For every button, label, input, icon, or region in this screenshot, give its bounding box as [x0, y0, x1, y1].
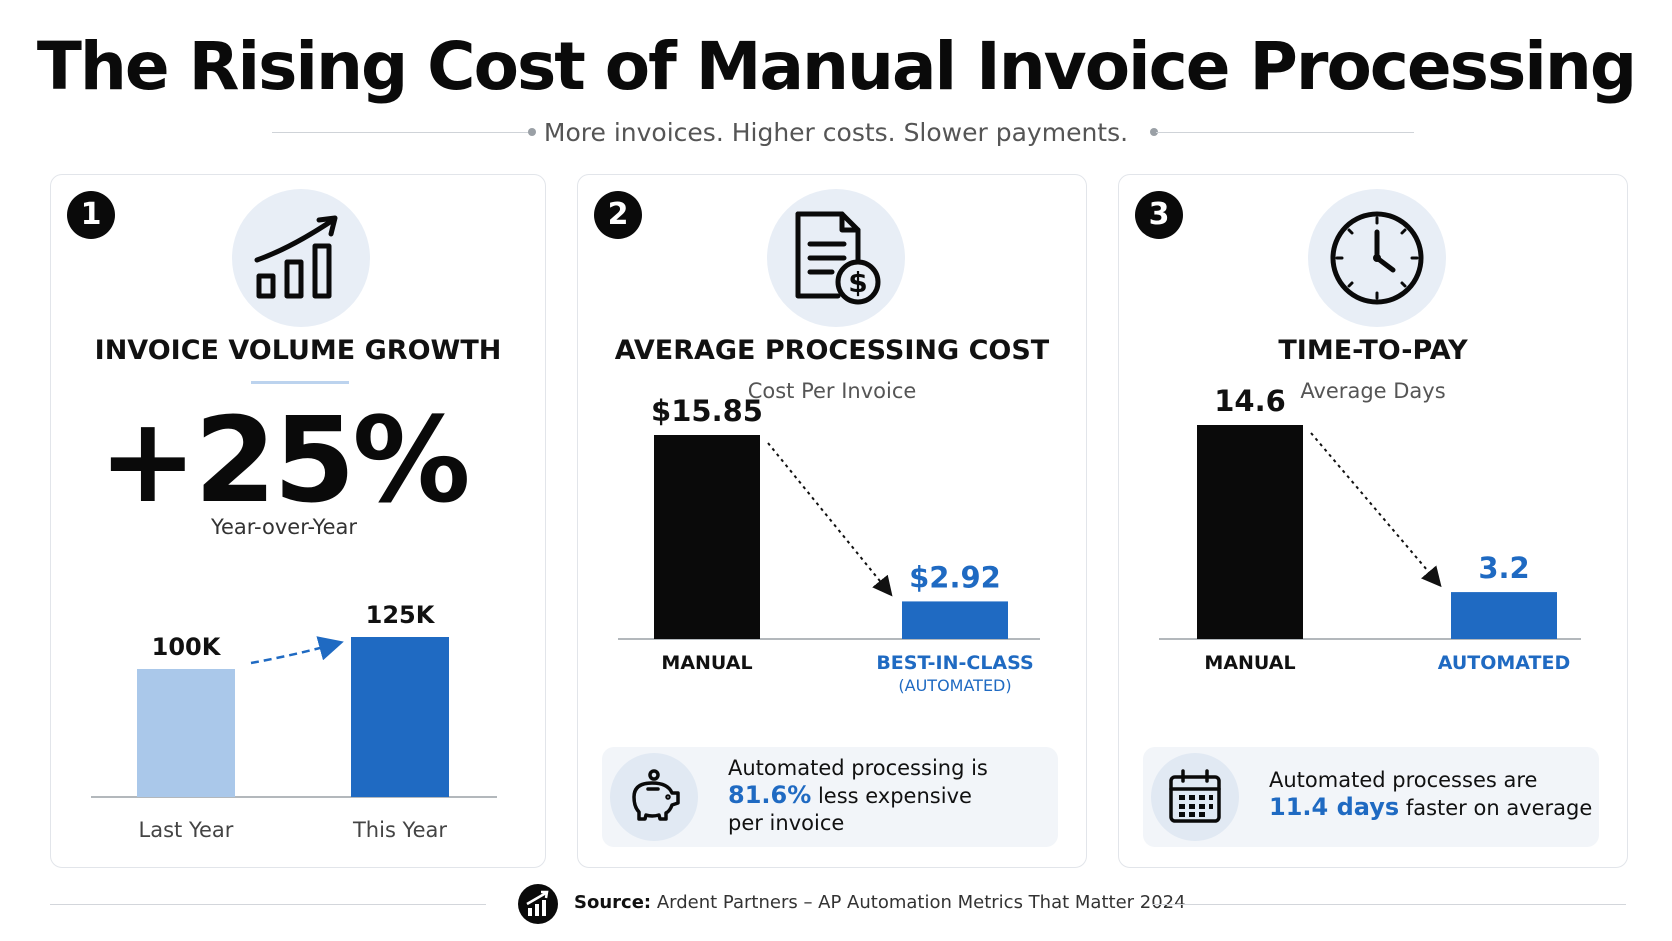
bar-this-year	[351, 637, 449, 797]
card-title: AVERAGE PROCESSING COST	[614, 335, 1050, 366]
card-title: INVOICE VOLUME GROWTH	[94, 335, 502, 366]
value-label: 3.2	[1478, 551, 1529, 585]
clock-icon	[1330, 211, 1424, 305]
bar-automated	[1451, 592, 1557, 639]
icon-circle	[1308, 189, 1446, 327]
cost-bar-chart: $15.85 MANUAL $2.92 BEST-IN-CLASS (AUTOMATED…	[618, 394, 1040, 695]
category-label: MANUAL	[1204, 652, 1295, 674]
bar-best-in-class	[902, 601, 1008, 639]
volume-bar-chart: 100K Last Year 125K This Year	[91, 601, 497, 842]
divider-dot	[1150, 128, 1158, 136]
category-label: This Year	[352, 818, 447, 842]
card-time-to-pay: 3 TIME-TO-PAY Average Days 14.6 MANUAL 3.2…	[1118, 174, 1628, 868]
value-label: 14.6	[1214, 384, 1286, 418]
callout-line2: less expensive	[811, 784, 972, 808]
callout-line3: per invoice	[728, 811, 845, 835]
source-label: Source:	[574, 892, 652, 913]
growth-percent: +25%	[98, 391, 470, 529]
card-subtitle: Cost Per Invoice	[747, 379, 917, 403]
bar-last-year	[137, 669, 235, 797]
step-number-badge: 1	[67, 191, 115, 239]
value-label: $2.92	[909, 560, 1001, 594]
calendar-icon	[1169, 769, 1221, 823]
icon-circle: $	[767, 189, 905, 327]
invoice-dollar-icon: $	[795, 211, 881, 305]
speed-highlight: 11.4 days	[1269, 793, 1400, 821]
category-label: AUTOMATED	[1438, 652, 1571, 674]
speed-callout: Automated processes are 11.4 days faster…	[1143, 747, 1599, 847]
card-processing-cost: 2 $ AVERAGE PROCESSING COST Cost Per Inv…	[577, 174, 1087, 868]
title-underline	[251, 381, 349, 384]
divider-dot	[528, 128, 536, 136]
footer: Source: Ardent Partners – AP Automation …	[0, 882, 1672, 926]
savings-callout: Automated processing is 81.6% less expen…	[602, 747, 1058, 847]
divider	[272, 132, 532, 133]
growth-caption: Year-over-Year	[210, 515, 358, 539]
time-bar-chart: 14.6 MANUAL 3.2 AUTOMATED	[1159, 384, 1581, 674]
bar-manual	[654, 435, 760, 639]
source-citation: Source: Ardent Partners – AP Automation …	[574, 892, 1186, 913]
card-invoice-volume: 1 INVOICE VOLUME GROWTH +25% Year-over-Y…	[50, 174, 546, 868]
value-label: 100K	[152, 633, 222, 661]
bar-manual	[1197, 425, 1303, 639]
bar-growth-icon	[254, 215, 338, 299]
subtitle-row: More invoices. Higher costs. Slower paym…	[0, 112, 1672, 152]
source-text: Ardent Partners – AP Automation Metrics …	[656, 892, 1186, 913]
trend-arrow	[767, 442, 893, 597]
trend-arrow	[250, 636, 344, 665]
category-label: BEST-IN-CLASS	[876, 652, 1033, 674]
callout-line1: Automated processes are	[1269, 768, 1538, 792]
chart-logo-icon	[518, 884, 558, 924]
trend-arrow	[1310, 432, 1442, 588]
category-label: MANUAL	[661, 652, 752, 674]
icon-circle	[610, 753, 698, 841]
piggy-bank-icon	[632, 769, 680, 821]
divider	[50, 904, 486, 905]
card-subtitle: Average Days	[1300, 379, 1446, 403]
page-subtitle: More invoices. Higher costs. Slower paym…	[543, 118, 1129, 147]
value-label: 125K	[366, 601, 436, 629]
callout-line2: faster on average	[1399, 796, 1593, 820]
svg-text:$: $	[848, 266, 867, 299]
category-sublabel: (AUTOMATED)	[898, 676, 1011, 695]
step-number-badge: 2	[594, 191, 642, 239]
page-title: The Rising Cost of Manual Invoice Proces…	[36, 28, 1637, 105]
divider	[1156, 132, 1414, 133]
savings-highlight: 81.6%	[728, 781, 812, 809]
icon-circle	[232, 189, 370, 327]
callout-line1: Automated processing is	[728, 756, 988, 780]
divider	[1152, 904, 1626, 905]
icon-circle	[1151, 753, 1239, 841]
category-label: Last Year	[139, 818, 234, 842]
step-number-badge: 3	[1135, 191, 1183, 239]
value-label: $15.85	[651, 394, 763, 428]
card-title: TIME-TO-PAY	[1278, 335, 1468, 366]
